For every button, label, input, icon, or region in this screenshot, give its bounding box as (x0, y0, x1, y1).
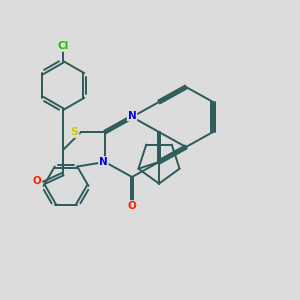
Text: N: N (128, 110, 136, 121)
Text: N: N (99, 157, 108, 167)
Text: O: O (128, 201, 136, 211)
Text: O: O (32, 176, 41, 187)
Text: Cl: Cl (57, 41, 69, 51)
Text: S: S (70, 127, 78, 137)
